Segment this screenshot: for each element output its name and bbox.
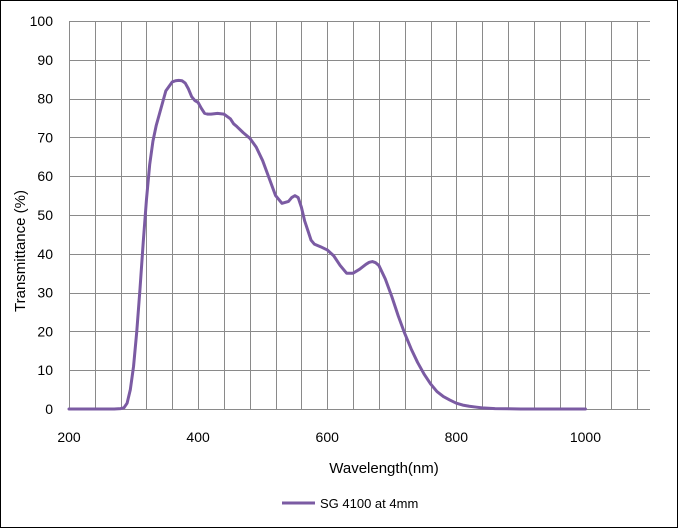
x-axis-title: Wavelength(nm)	[329, 460, 438, 477]
y-axis-title: Transmittance (%)	[12, 190, 29, 312]
y-tick-label: 0	[45, 401, 53, 417]
series-layer	[67, 78, 587, 411]
y-tick-label: 50	[37, 207, 53, 223]
x-tick-label: 600	[316, 429, 340, 445]
legend: SG 4100 at 4mm	[282, 496, 418, 511]
y-tick-label: 100	[30, 13, 54, 29]
y-tick-label: 60	[37, 168, 53, 184]
y-tick-label: 70	[37, 129, 53, 145]
x-tick-label: 800	[445, 429, 469, 445]
y-tick-label: 20	[37, 323, 53, 339]
y-tick-label: 30	[37, 285, 53, 301]
y-tick-label: 90	[37, 52, 53, 68]
series-line	[67, 78, 587, 411]
x-tick-label: 400	[186, 429, 210, 445]
legend-label: SG 4100 at 4mm	[320, 496, 418, 511]
y-tick-label: 80	[37, 91, 53, 107]
x-tick-labels: 200 400 600 800 1000	[57, 429, 601, 445]
y-tick-labels: 0 10 20 30 40 50 60 70 80 90 100	[30, 13, 54, 417]
y-tick-label: 40	[37, 246, 53, 262]
x-tick-label: 1000	[570, 429, 601, 445]
y-tick-label: 10	[37, 362, 53, 378]
x-tick-label: 200	[57, 429, 81, 445]
horizontal-gridlines	[69, 21, 650, 410]
